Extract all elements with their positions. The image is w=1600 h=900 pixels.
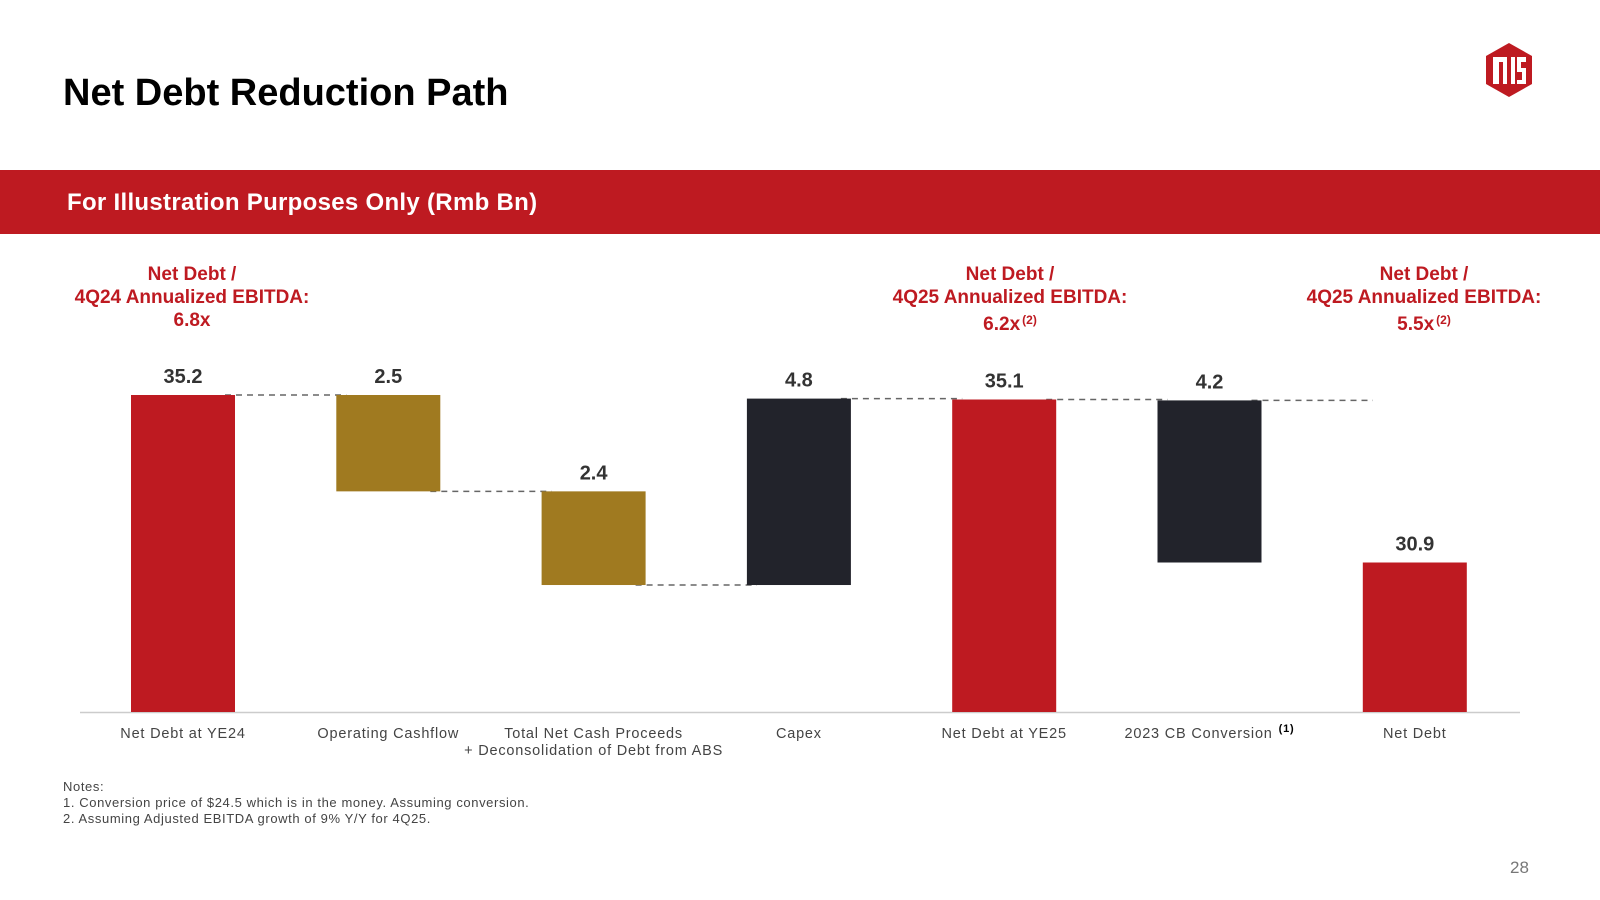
metric-line2: 4Q25 Annualized EBITDA: [892, 287, 1128, 308]
bar-2 [336, 395, 441, 492]
footnote-ref: (2) [1022, 313, 1037, 327]
metric-line1: Net Debt / [965, 264, 1055, 285]
bar-value-label: 4.2 [1196, 371, 1224, 393]
category-label: 2023 CB Conversion (1) [1124, 723, 1294, 742]
metric-value: 6.8x [173, 310, 211, 331]
metric-line2: 4Q25 Annualized EBITDA: [1306, 287, 1542, 308]
metric-value: 6.2x [983, 314, 1021, 335]
notes: Notes: 1. Conversion price of $24.5 whic… [63, 779, 529, 827]
category-label: Operating Cashflow [317, 726, 459, 742]
metric-ye24: Net Debt / 4Q24 Annualized EBITDA: 6.8x [42, 263, 342, 332]
category-label: Net Debt at YE25 [942, 726, 1067, 742]
category-label: Net Debt [1383, 726, 1447, 742]
category-label: Total Net Cash Proceeds [504, 726, 683, 742]
notes-heading: Notes: [63, 779, 105, 794]
metric-value: 5.5x [1397, 314, 1435, 335]
waterfall-chart: 35.2 Net Debt at YE24 2.5 Operating Cashflo… [80, 366, 1520, 759]
bar-value-label: 2.5 [374, 366, 402, 388]
section-banner: For Illustration Purposes Only (Rmb Bn) [0, 170, 1600, 234]
page-title: Net Debt Reduction Path [63, 72, 509, 114]
bar-value-label: 35.2 [164, 366, 203, 388]
footnote-ref: (1) [1279, 723, 1295, 735]
footnote-ref: (2) [1436, 313, 1451, 327]
banner-text: For Illustration Purposes Only (Rmb Bn) [67, 189, 538, 216]
company-logo [1486, 43, 1532, 97]
note-2: 2. Assuming Adjusted EBITDA growth of 9%… [63, 811, 431, 826]
bar-3 [541, 491, 646, 586]
category-label: Capex [776, 726, 822, 742]
bar-7 [1362, 562, 1467, 712]
bar-1 [131, 395, 235, 712]
bar-4 [746, 398, 851, 586]
bar-6 [1157, 400, 1262, 563]
category-label: Net Debt at YE24 [120, 726, 245, 742]
metric-pro-forma: Net Debt / 4Q25 Annualized EBITDA: 5.5x(… [1274, 263, 1574, 336]
bar-value-label: 35.1 [985, 371, 1024, 393]
note-1: 1. Conversion price of $24.5 which is in… [63, 795, 530, 810]
metric-ye25: Net Debt / 4Q25 Annualized EBITDA: 6.2x(… [860, 263, 1160, 336]
bar-5 [952, 399, 1057, 712]
bar-value-label: 30.9 [1395, 534, 1434, 556]
page-number: 28 [1510, 858, 1529, 877]
metric-line1: Net Debt / [1379, 264, 1469, 285]
bar-value-label: 2.4 [580, 462, 609, 484]
category-label-line2: + Deconsolidation of Debt from ABS [464, 743, 723, 759]
bar-value-label: 4.8 [785, 370, 813, 392]
metric-line1: Net Debt / [147, 264, 237, 285]
metric-line2: 4Q24 Annualized EBITDA: [74, 287, 310, 308]
